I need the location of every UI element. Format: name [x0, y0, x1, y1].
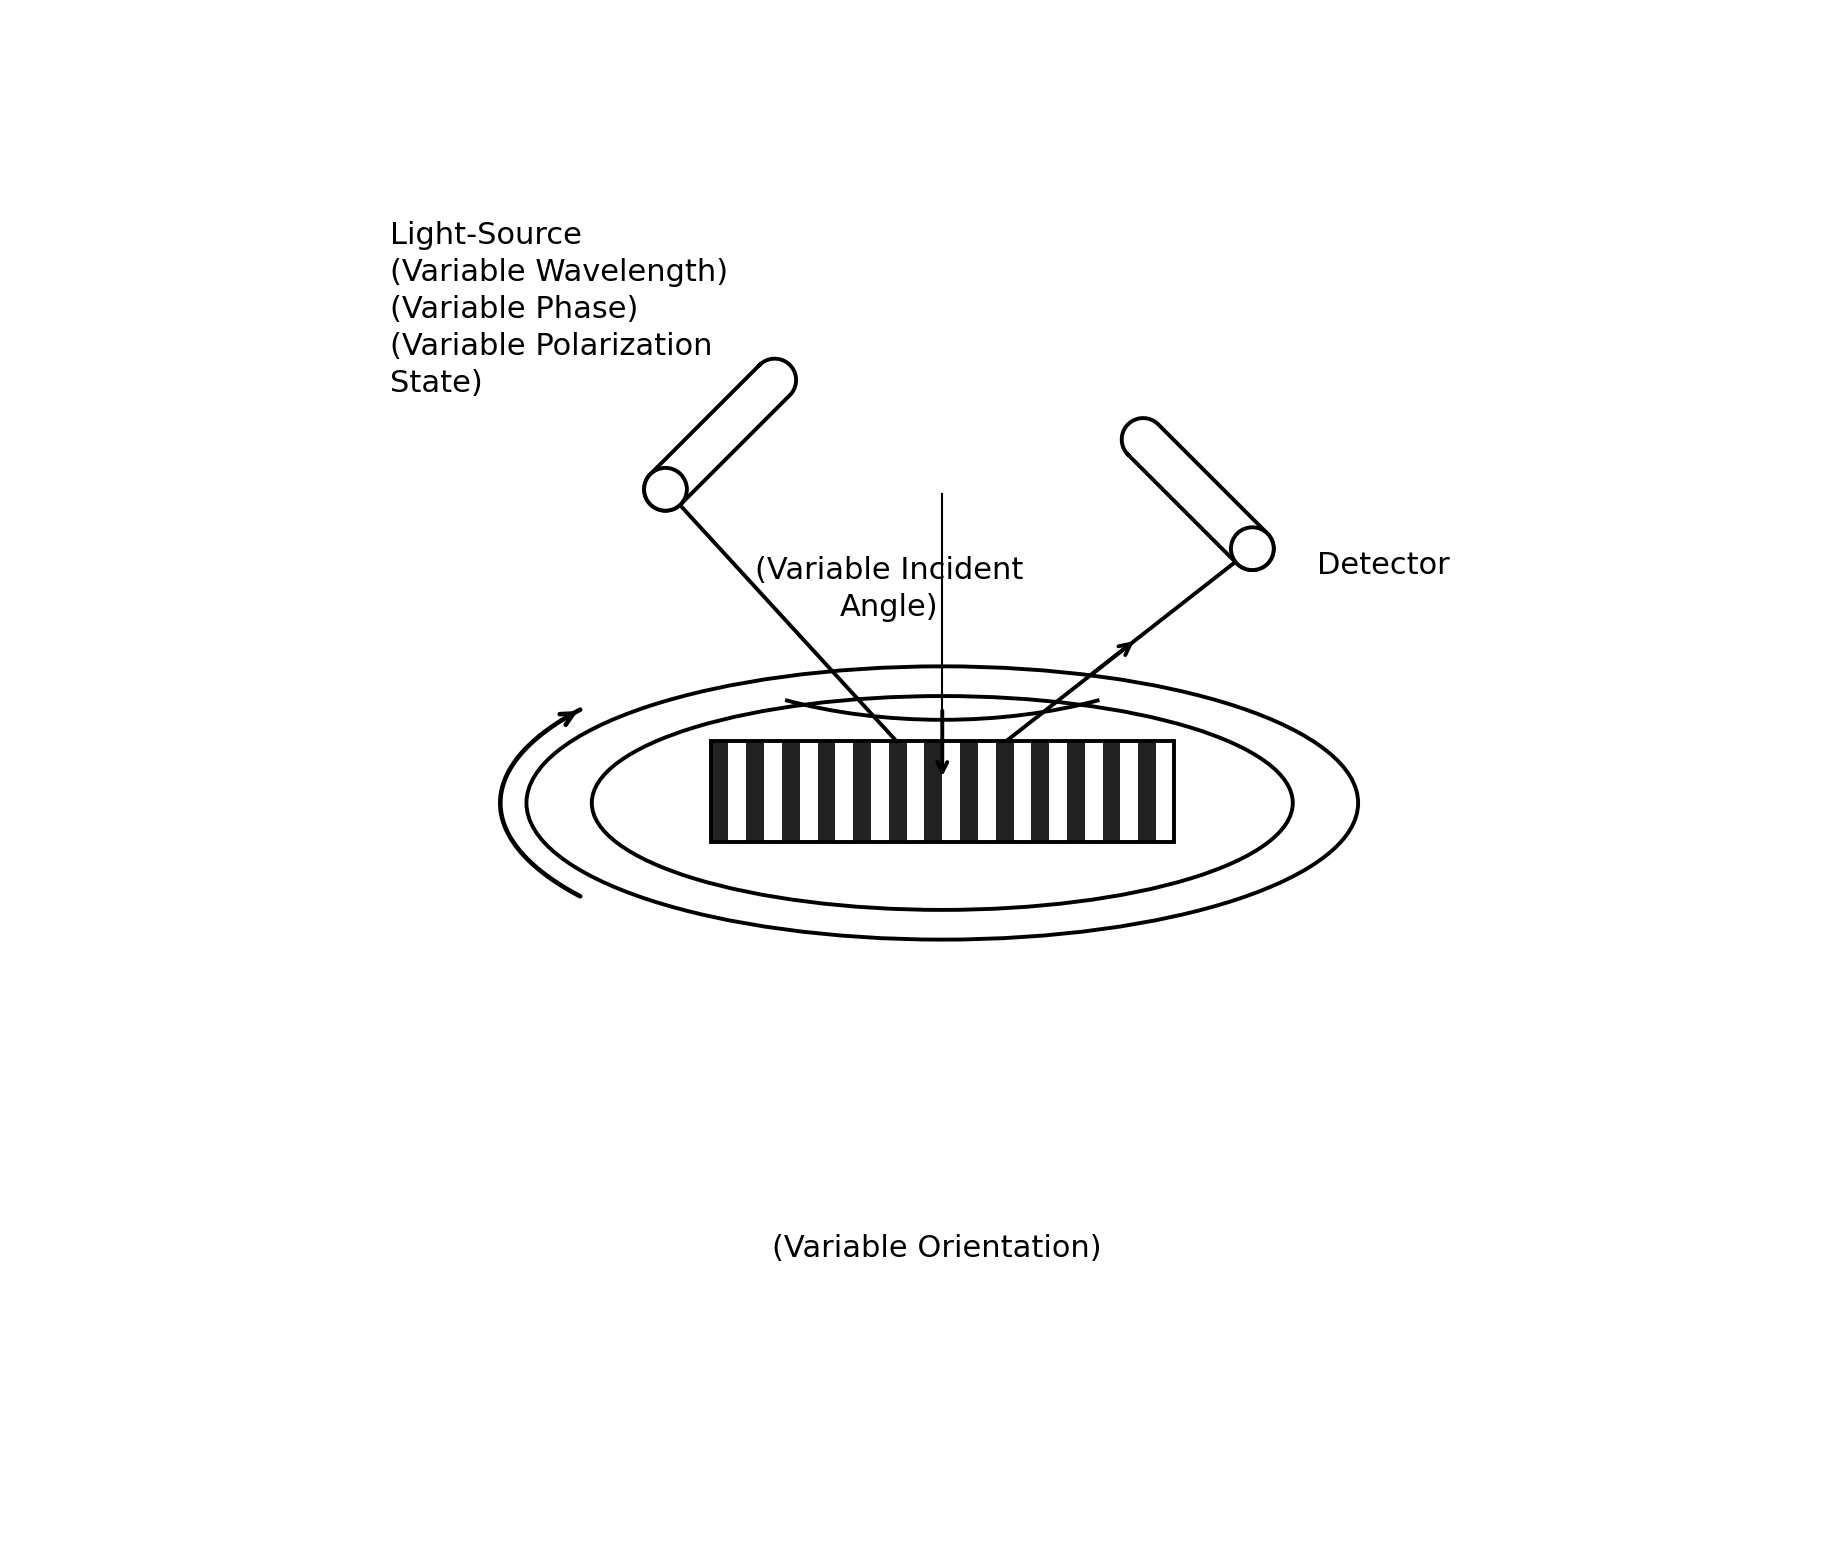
Bar — [782, 741, 800, 841]
Text: (Variable Incident
Angle): (Variable Incident Angle) — [755, 555, 1023, 622]
Ellipse shape — [1231, 528, 1273, 569]
Bar — [745, 741, 764, 841]
Bar — [711, 741, 1175, 841]
Bar — [711, 741, 1175, 841]
Text: Detector: Detector — [1317, 551, 1449, 580]
Ellipse shape — [645, 468, 687, 511]
Polygon shape — [645, 358, 797, 511]
Bar — [711, 741, 729, 841]
Bar — [1138, 741, 1156, 841]
Bar — [853, 741, 871, 841]
Text: (Variable Orientation): (Variable Orientation) — [771, 1234, 1102, 1264]
Bar — [961, 741, 977, 841]
Bar — [1032, 741, 1049, 841]
Bar — [817, 741, 835, 841]
Text: Light-Source
(Variable Wavelength)
(Variable Phase)
(Variable Polarization
State: Light-Source (Variable Wavelength) (Vari… — [389, 221, 727, 398]
Bar — [996, 741, 1014, 841]
Polygon shape — [1122, 418, 1273, 569]
Bar — [924, 741, 943, 841]
Bar — [1104, 741, 1120, 841]
Bar — [888, 741, 906, 841]
Bar — [1067, 741, 1085, 841]
